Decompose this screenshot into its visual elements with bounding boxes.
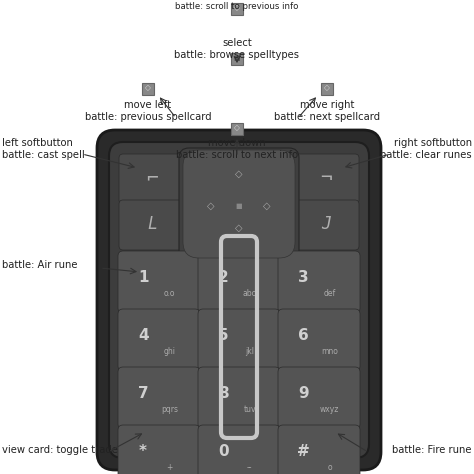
FancyBboxPatch shape — [278, 309, 360, 371]
Text: 6: 6 — [298, 328, 309, 343]
Text: move left: move left — [125, 100, 172, 110]
Text: battle: cast spell: battle: cast spell — [2, 150, 85, 160]
FancyBboxPatch shape — [198, 251, 280, 313]
Text: mno: mno — [321, 347, 338, 356]
Text: ◇: ◇ — [145, 83, 151, 92]
FancyBboxPatch shape — [198, 367, 280, 429]
Text: tuv: tuv — [244, 405, 256, 414]
Text: battle: Fire rune: battle: Fire rune — [392, 445, 472, 455]
FancyBboxPatch shape — [231, 53, 244, 64]
FancyBboxPatch shape — [278, 425, 360, 474]
FancyBboxPatch shape — [118, 367, 200, 429]
Text: ◇: ◇ — [235, 169, 243, 179]
FancyBboxPatch shape — [119, 154, 185, 204]
Text: 4: 4 — [138, 328, 148, 343]
Text: ◇: ◇ — [324, 83, 330, 92]
Text: ■: ■ — [234, 55, 240, 61]
Text: +: + — [167, 463, 173, 472]
FancyBboxPatch shape — [293, 154, 359, 204]
FancyBboxPatch shape — [198, 425, 280, 474]
Text: battle: previous spellcard: battle: previous spellcard — [85, 112, 211, 122]
Text: abc: abc — [243, 289, 257, 298]
FancyBboxPatch shape — [198, 309, 280, 371]
Text: right softbutton: right softbutton — [394, 138, 472, 148]
FancyBboxPatch shape — [119, 200, 185, 250]
Text: ⌐: ⌐ — [146, 168, 158, 188]
Text: battle: clear runes: battle: clear runes — [380, 150, 472, 160]
FancyBboxPatch shape — [97, 130, 381, 470]
Text: 2: 2 — [218, 270, 228, 285]
Text: o: o — [328, 463, 332, 472]
Text: battle: next spellcard: battle: next spellcard — [274, 112, 380, 122]
Text: #: # — [297, 444, 310, 459]
Text: battle: scroll to next info: battle: scroll to next info — [176, 150, 298, 160]
Text: ◇: ◇ — [207, 201, 215, 211]
FancyBboxPatch shape — [231, 122, 244, 135]
FancyBboxPatch shape — [293, 200, 359, 250]
Text: ghi: ghi — [164, 347, 176, 356]
FancyBboxPatch shape — [183, 150, 295, 258]
FancyBboxPatch shape — [118, 309, 200, 371]
Text: move right: move right — [300, 100, 354, 110]
FancyBboxPatch shape — [109, 142, 369, 458]
Text: ◇: ◇ — [235, 223, 243, 233]
Text: ¬: ¬ — [320, 168, 332, 188]
FancyBboxPatch shape — [321, 82, 334, 94]
Text: jkl: jkl — [246, 347, 254, 356]
FancyBboxPatch shape — [179, 148, 299, 260]
Text: 0: 0 — [218, 444, 228, 459]
Text: o.o: o.o — [164, 289, 175, 298]
Text: --: -- — [247, 463, 253, 472]
Text: ■: ■ — [236, 203, 242, 209]
Text: view card: toggle trade: view card: toggle trade — [2, 445, 118, 455]
Text: wxyz: wxyz — [320, 405, 339, 414]
FancyBboxPatch shape — [118, 425, 200, 474]
Text: select: select — [222, 38, 252, 48]
Text: 3: 3 — [298, 270, 309, 285]
Text: L: L — [147, 215, 157, 233]
Text: move down: move down — [208, 138, 266, 148]
Text: 8: 8 — [218, 386, 228, 401]
Text: battle: Air rune: battle: Air rune — [2, 260, 78, 270]
Text: ◇: ◇ — [234, 124, 240, 133]
Text: *: * — [139, 444, 147, 459]
FancyBboxPatch shape — [278, 367, 360, 429]
Text: pqrs: pqrs — [161, 405, 178, 414]
Text: def: def — [324, 289, 336, 298]
FancyBboxPatch shape — [118, 251, 200, 313]
Text: 5: 5 — [218, 328, 228, 343]
Text: J: J — [321, 215, 331, 233]
Text: ◇: ◇ — [263, 201, 271, 211]
Text: 1: 1 — [138, 270, 148, 285]
FancyBboxPatch shape — [231, 2, 244, 15]
Text: battle: scroll to previous info: battle: scroll to previous info — [175, 2, 299, 11]
FancyBboxPatch shape — [278, 251, 360, 313]
FancyBboxPatch shape — [143, 82, 155, 94]
Text: left softbutton: left softbutton — [2, 138, 73, 148]
Text: battle: browse spelltypes: battle: browse spelltypes — [174, 50, 300, 60]
Text: 9: 9 — [298, 386, 309, 401]
Text: ◇: ◇ — [234, 3, 240, 12]
Text: 7: 7 — [138, 386, 148, 401]
